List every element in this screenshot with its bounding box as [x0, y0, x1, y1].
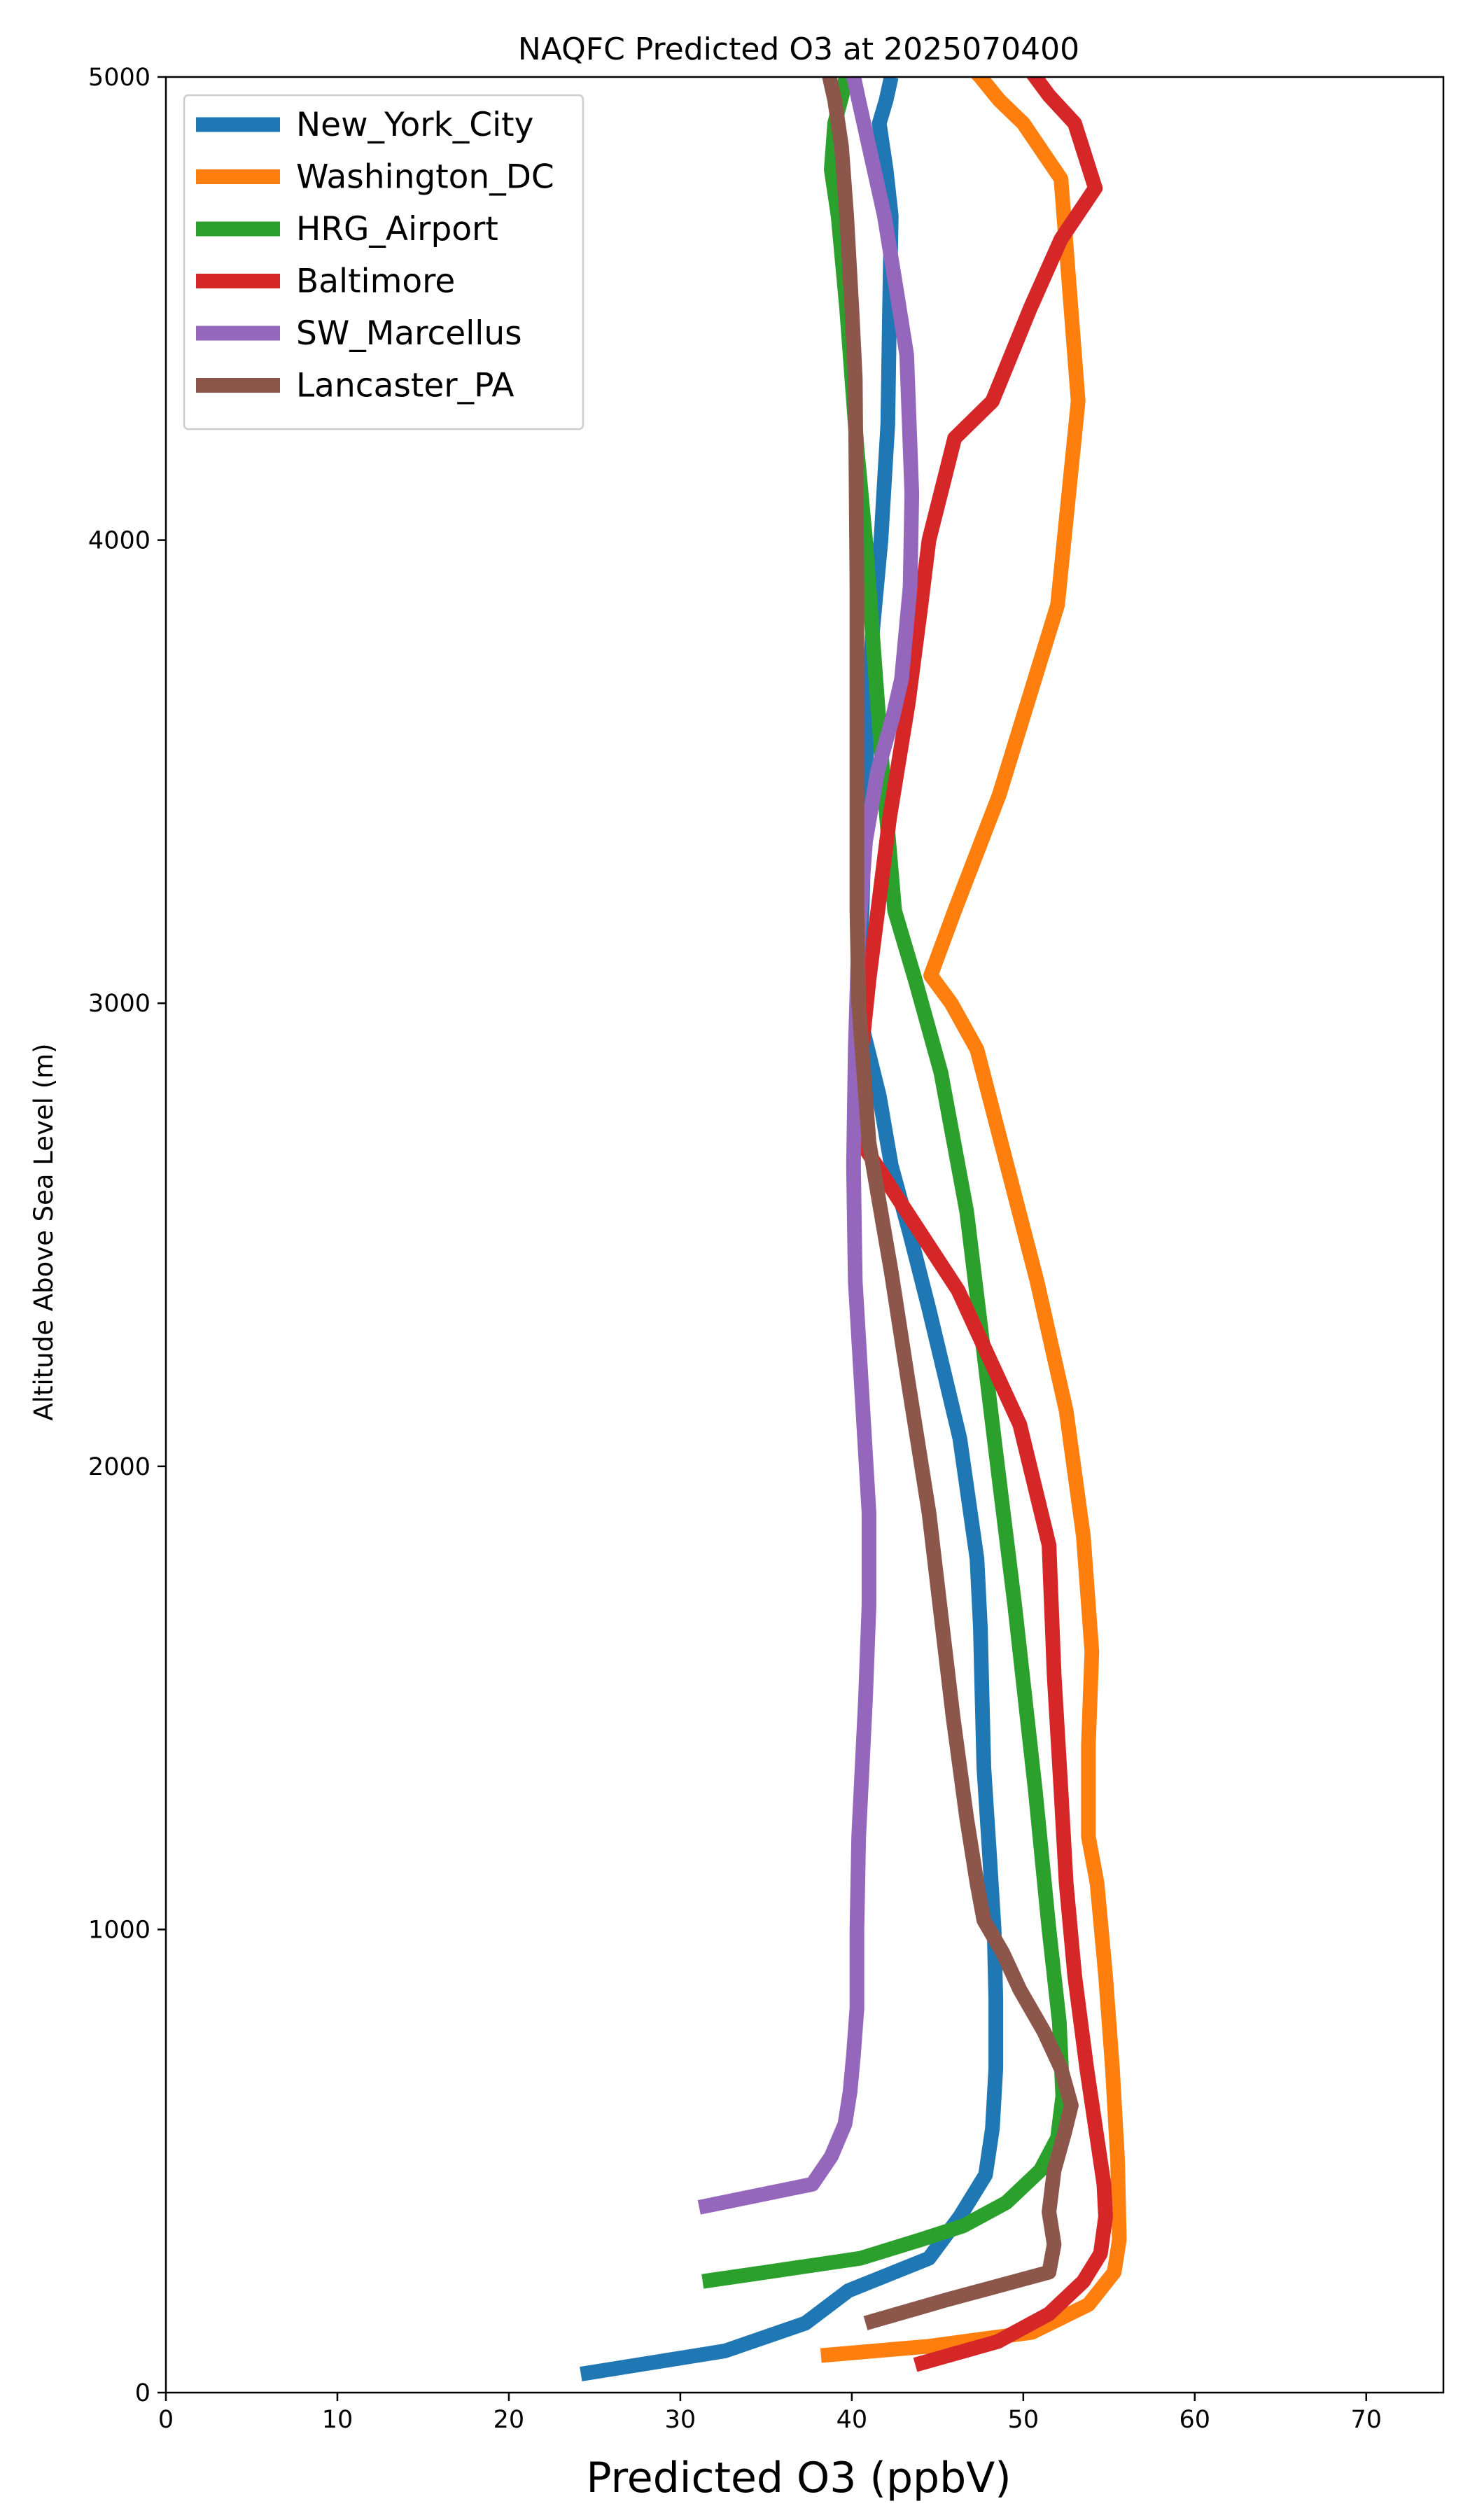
y-tick-label: 5000: [88, 64, 150, 92]
y-tick-label: 3000: [88, 990, 150, 1018]
y-tick-label: 0: [135, 2379, 150, 2407]
legend-label-New_York_City: New_York_City: [296, 106, 533, 144]
series-line-Washington_DC: [820, 77, 1127, 2363]
x-tick-label: 50: [1008, 2406, 1040, 2434]
x-axis-label: Predicted O3 (ppbV): [586, 2454, 1011, 2502]
x-tick-label: 20: [493, 2406, 525, 2434]
series-line-New_York_City: [580, 77, 1004, 2381]
x-tick-label: 30: [665, 2406, 696, 2434]
legend-box: [183, 94, 584, 430]
legend-label-Lancaster_PA: Lancaster_PA: [296, 367, 514, 405]
x-tick-label: 60: [1180, 2406, 1211, 2434]
x-tick-label: 10: [322, 2406, 354, 2434]
legend-label-SW_Marcellus: SW_Marcellus: [296, 314, 522, 353]
y-tick-label: 1000: [88, 1916, 150, 1944]
plot-area: 0 10 20 30 40 50 60 70 0 1000 2000 3000 4000 5000 New_…: [88, 64, 1445, 2434]
series-line-Lancaster_PA: [822, 77, 1079, 2330]
x-tick-label: 70: [1350, 2406, 1382, 2434]
y-axis-label: Altitude Above Sea Level (m): [29, 1043, 59, 1420]
legend-label-Baltimore: Baltimore: [296, 262, 455, 301]
series-line-SW_Marcellus: [697, 77, 920, 2215]
axes-frame: [164, 76, 1445, 2394]
y-tick-label: 4000: [88, 527, 150, 555]
x-tick-label: 40: [836, 2406, 868, 2434]
legend-label-Washington_DC: Washington_DC: [296, 158, 554, 197]
legend-label-HRG_Airport: HRG_Airport: [296, 210, 498, 248]
chart-title: NAQFC Predicted O3 at 2025070400: [518, 31, 1079, 67]
series-line-Baltimore: [849, 77, 1113, 2372]
x-tick-label: 0: [158, 2406, 174, 2434]
y-tick-label: 2000: [88, 1453, 150, 1481]
